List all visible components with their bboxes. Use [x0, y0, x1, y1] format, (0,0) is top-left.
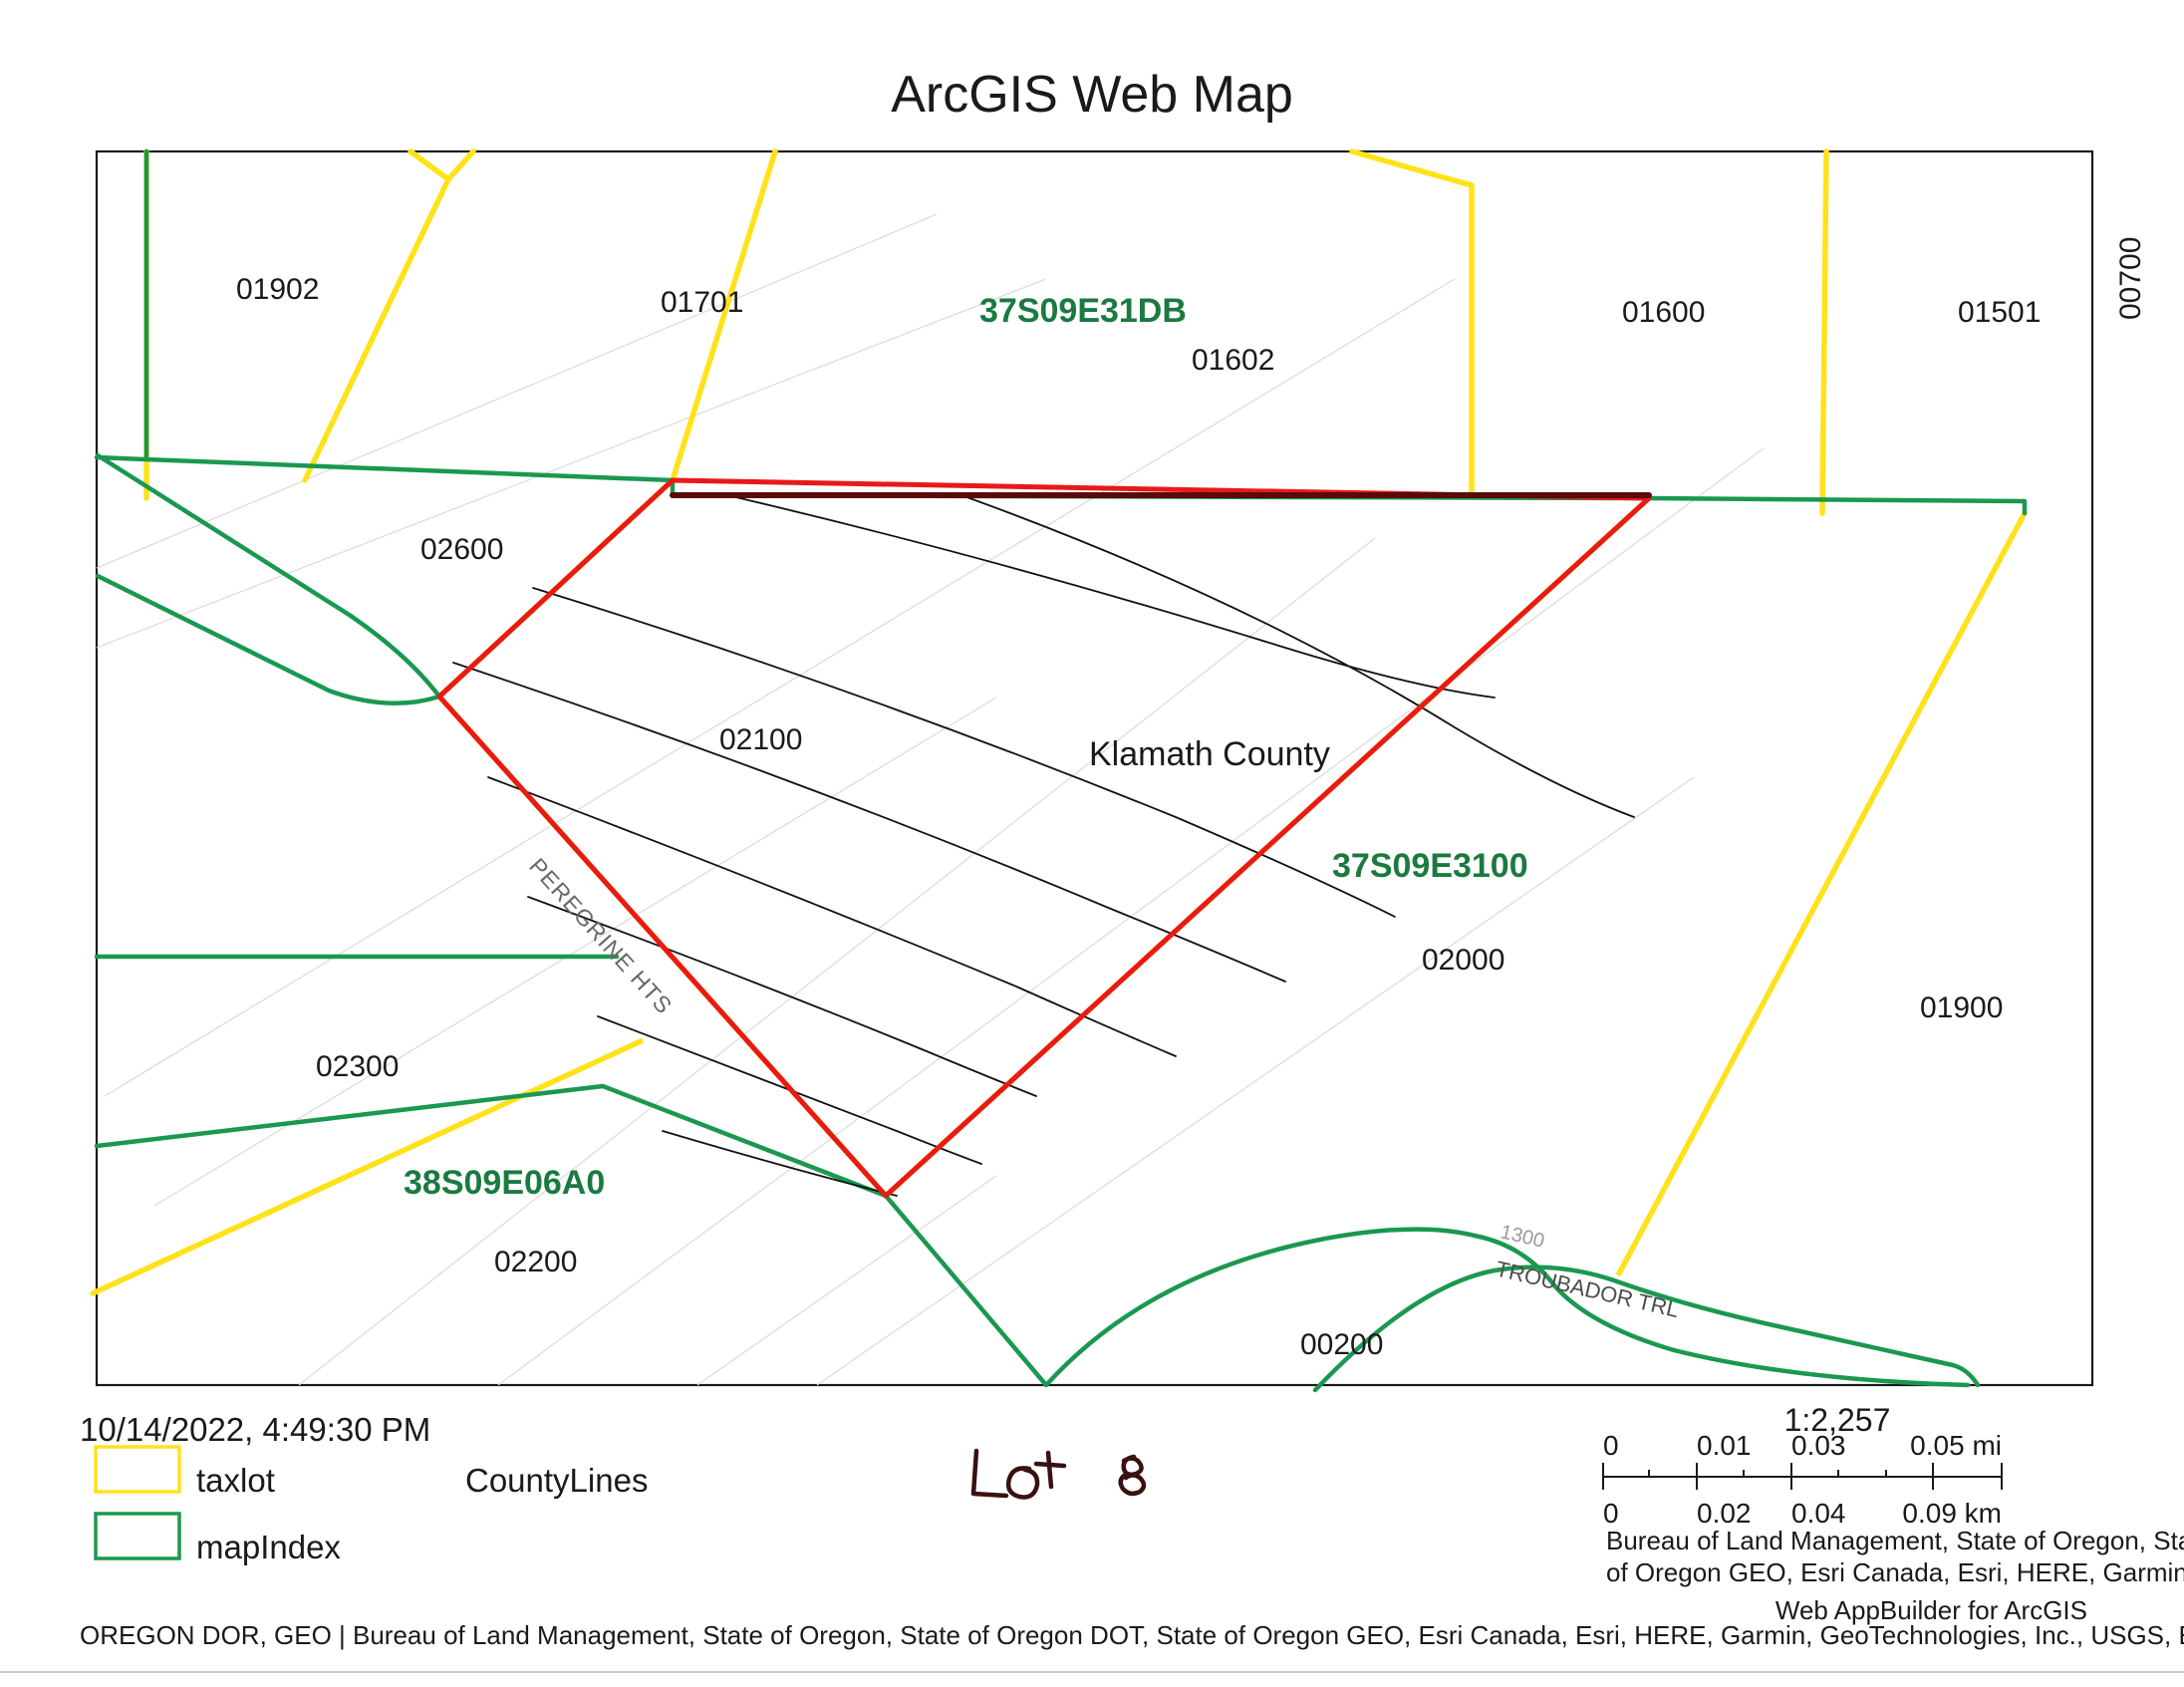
svg-text:of Oregon GEO, Esri Canada, Es: of Oregon GEO, Esri Canada, Esri, HERE, … — [1606, 1557, 2184, 1587]
svg-text:00700: 00700 — [2114, 237, 2147, 320]
svg-text:01602: 01602 — [1192, 344, 1274, 377]
svg-text:10/14/2022, 4:49:30 PM: 10/14/2022, 4:49:30 PM — [80, 1411, 430, 1448]
svg-text:02200: 02200 — [494, 1246, 577, 1278]
svg-text:0.02: 0.02 — [1697, 1498, 1752, 1529]
svg-text:0.09 km: 0.09 km — [1902, 1498, 2002, 1529]
svg-text:00200: 00200 — [1300, 1328, 1383, 1361]
svg-text:02000: 02000 — [1422, 944, 1504, 977]
svg-text:taxlot: taxlot — [196, 1462, 275, 1499]
svg-text:ArcGIS Web Map: ArcGIS Web Map — [891, 66, 1293, 124]
svg-text:Bureau of Land Management, Sta: Bureau of Land Management, State of Oreg… — [1606, 1526, 2184, 1555]
svg-text:0.03: 0.03 — [1791, 1430, 1846, 1461]
svg-text:37S09E31DB: 37S09E31DB — [979, 292, 1187, 330]
svg-text:Klamath County: Klamath County — [1089, 735, 1330, 773]
svg-text:01900: 01900 — [1920, 991, 2003, 1024]
svg-text:02100: 02100 — [719, 723, 802, 756]
svg-text:CountyLines: CountyLines — [465, 1462, 648, 1499]
svg-text:01701: 01701 — [661, 286, 743, 319]
svg-text:02600: 02600 — [420, 533, 503, 566]
svg-text:mapIndex: mapIndex — [196, 1529, 341, 1565]
svg-text:0.05 mi: 0.05 mi — [1910, 1430, 2002, 1461]
svg-text:37S09E3100: 37S09E3100 — [1332, 847, 1528, 885]
svg-text:0.04: 0.04 — [1791, 1498, 1846, 1529]
svg-text:38S09E06A0: 38S09E06A0 — [404, 1164, 605, 1202]
svg-text:01501: 01501 — [1958, 296, 2041, 329]
svg-text:OREGON DOR, GEO | Bureau of La: OREGON DOR, GEO | Bureau of Land Managem… — [80, 1620, 2184, 1650]
svg-text:01902: 01902 — [236, 273, 319, 306]
svg-text:0: 0 — [1603, 1498, 1619, 1529]
svg-text:01600: 01600 — [1622, 296, 1705, 329]
svg-text:0.01: 0.01 — [1697, 1430, 1752, 1461]
svg-text:02300: 02300 — [316, 1050, 399, 1083]
svg-text:0: 0 — [1603, 1430, 1619, 1461]
